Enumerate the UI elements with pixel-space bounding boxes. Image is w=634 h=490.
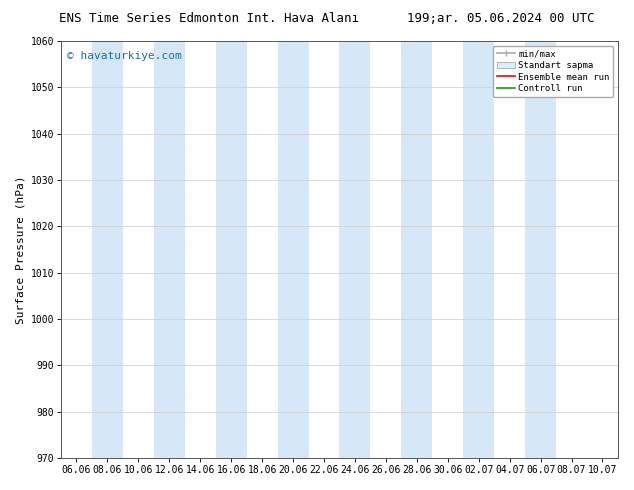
Bar xyxy=(339,41,370,458)
Y-axis label: Surface Pressure (hPa): Surface Pressure (hPa) xyxy=(15,175,25,324)
Text: 199;ar. 05.06.2024 00 UTC: 199;ar. 05.06.2024 00 UTC xyxy=(407,12,595,25)
Legend: min/max, Standart sapma, Ensemble mean run, Controll run: min/max, Standart sapma, Ensemble mean r… xyxy=(493,46,614,97)
Bar xyxy=(216,41,247,458)
Bar xyxy=(525,41,556,458)
Bar xyxy=(154,41,184,458)
Bar xyxy=(278,41,309,458)
Bar xyxy=(92,41,123,458)
Text: © havaturkiye.com: © havaturkiye.com xyxy=(67,51,181,61)
Bar xyxy=(401,41,432,458)
Text: ENS Time Series Edmonton Int. Hava Alanı: ENS Time Series Edmonton Int. Hava Alanı xyxy=(59,12,359,25)
Bar xyxy=(463,41,494,458)
